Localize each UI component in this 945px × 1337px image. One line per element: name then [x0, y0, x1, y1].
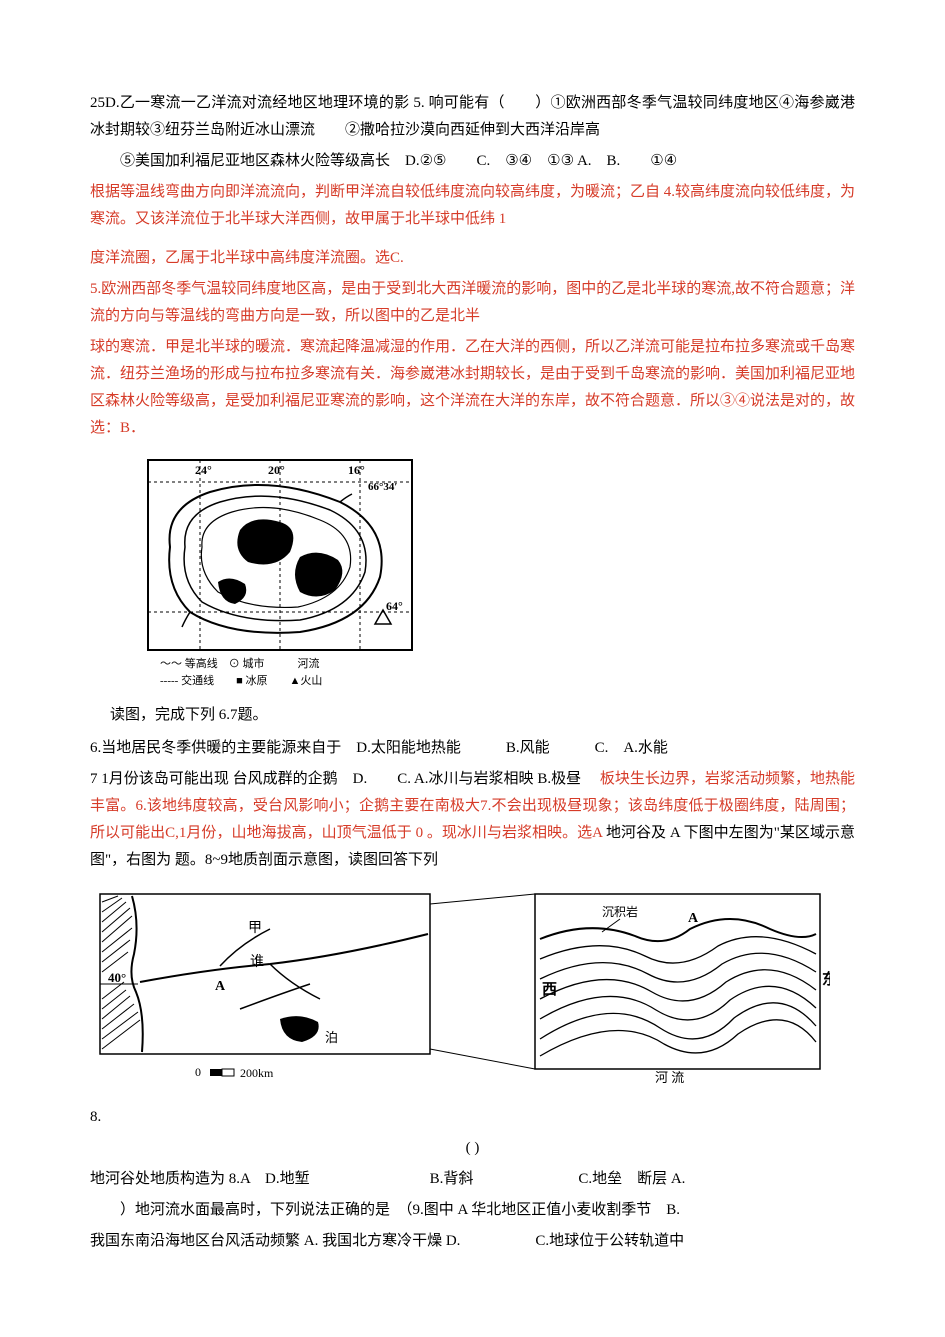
spacer	[90, 237, 855, 245]
figure-island-map: 24° 20° 16° 66°34′ 64° ～～ 等高线 ⊙ 城市 河流 --…	[140, 452, 855, 692]
svg-text:西: 西	[542, 981, 557, 998]
q7-stem: 7 1月份该岛可能出现 台风成群的企鹅 D. C. A.冰川与岩浆相映 B.极昼	[90, 771, 596, 787]
svg-text:泊: 泊	[325, 1030, 338, 1045]
svg-text:甲: 甲	[248, 921, 262, 936]
svg-text:沉积岩: 沉积岩	[602, 904, 638, 919]
document-page: 25D.乙一寒流一乙洋流对流经地区地理环境的影 5. 响可能有（ ）①欧洲西部冬…	[0, 0, 945, 1299]
island-map-svg: 24° 20° 16° 66°34′ 64° ～～ 等高线 ⊙ 城市 河流 --…	[140, 452, 420, 692]
svg-text:～～ 等高线 ⊙ 城市 河流: ～～ 等高线 ⊙ 城市 河流	[160, 656, 320, 670]
svg-text:东: 东	[822, 970, 830, 988]
question-9a: ）地河流水面最高时，下列说法正确的是 （9.图中 A 华北地区正值小麦收割季节 …	[90, 1197, 855, 1224]
question-6: 6.当地居民冬季供暖的主要能源来自于 D.太阳能地热能 B.风能 C. A.水能	[90, 735, 855, 762]
svg-text:A: A	[215, 979, 226, 994]
svg-text:66°34′: 66°34′	[368, 481, 398, 493]
answer-5b: 球的寒流．甲是北半球的暖流．寒流起降温减湿的作用．乙在大洋的西侧，所以乙洋流可能…	[90, 334, 855, 442]
figure1-caption: 读图，完成下列 6.7题。	[110, 702, 855, 729]
question-8-paren: ( )	[90, 1135, 855, 1162]
paragraph-1b: ⑤美国加利福尼亚地区森林火险等级高长 D.②⑤ C. ③④ ①③ A. B. ①…	[90, 148, 855, 175]
figure-region-crosssection: 40° 甲 谁 A 泊 0 200km	[90, 884, 855, 1094]
svg-text:----- 交通线 ■ 冰原 ▲火山: ----- 交通线 ■ 冰原 ▲火山	[160, 673, 322, 687]
svg-text:河 流: 河 流	[655, 1070, 684, 1085]
svg-text:24°: 24°	[195, 463, 212, 477]
answer-4-cont: 度洋流圈，乙属于北半球中高纬度洋流圈。选C.	[90, 245, 855, 272]
svg-text:40°: 40°	[108, 970, 126, 985]
svg-text:0: 0	[195, 1065, 201, 1079]
answer-5a: 5.欧洲西部冬季气温较同纬度地区高，是由于受到北大西洋暖流的影响，图中的乙是北半…	[90, 276, 855, 330]
svg-text:谁: 谁	[250, 954, 264, 970]
question-9b: 我国东南沿海地区台风活动频繁 A. 我国北方寒冷干燥 D. C.地球位于公转轨道…	[90, 1228, 855, 1255]
svg-text:20°: 20°	[268, 463, 285, 477]
paragraph-1a: 25D.乙一寒流一乙洋流对流经地区地理环境的影 5. 响可能有（ ）①欧洲西部冬…	[90, 90, 855, 144]
question-7-answer: 7 1月份该岛可能出现 台风成群的企鹅 D. C. A.冰川与岩浆相映 B.极昼…	[90, 766, 855, 874]
answer-4: 根据等温线弯曲方向即洋流流向，判断甲洋流自较低纬度流向较高纬度，为暖流；乙自 4…	[90, 179, 855, 233]
svg-text:A: A	[688, 911, 699, 926]
question-8-options: 地河谷处地质构造为 8.A D.地堑 B.背斜 C.地垒 断层 A.	[90, 1166, 855, 1193]
svg-text:16°: 16°	[348, 463, 365, 477]
question-8-lead: 8.	[90, 1104, 855, 1131]
region-svg: 40° 甲 谁 A 泊 0 200km	[90, 884, 830, 1094]
svg-text:200km: 200km	[240, 1066, 274, 1080]
svg-text:64°: 64°	[386, 599, 403, 613]
